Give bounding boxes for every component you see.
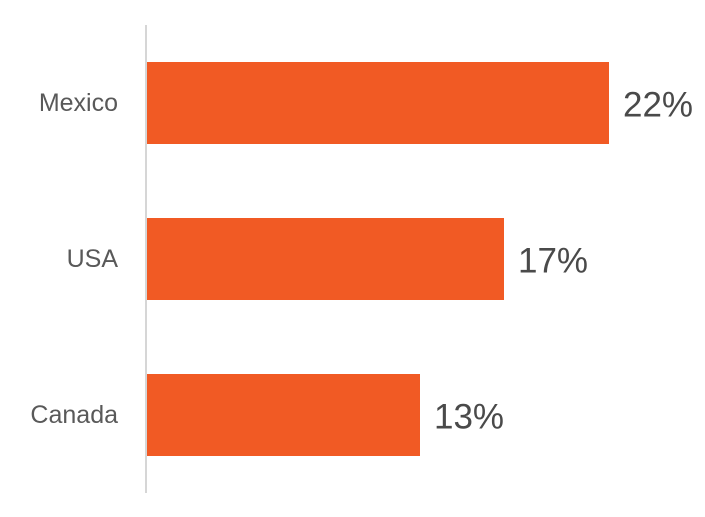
value-label-canada: 13% — [434, 398, 504, 437]
bars-layer — [147, 62, 609, 456]
bar-mexico — [147, 62, 609, 144]
category-label-usa: USA — [67, 245, 119, 273]
value-label-mexico: 22% — [623, 86, 693, 125]
category-label-mexico: Mexico — [39, 89, 118, 117]
value-label-usa: 17% — [518, 242, 588, 281]
labels-layer: Mexico 22% USA 17% Canada 13% — [30, 86, 693, 437]
category-label-canada: Canada — [30, 401, 118, 429]
bar-canada — [147, 374, 420, 456]
bar-usa — [147, 218, 504, 300]
